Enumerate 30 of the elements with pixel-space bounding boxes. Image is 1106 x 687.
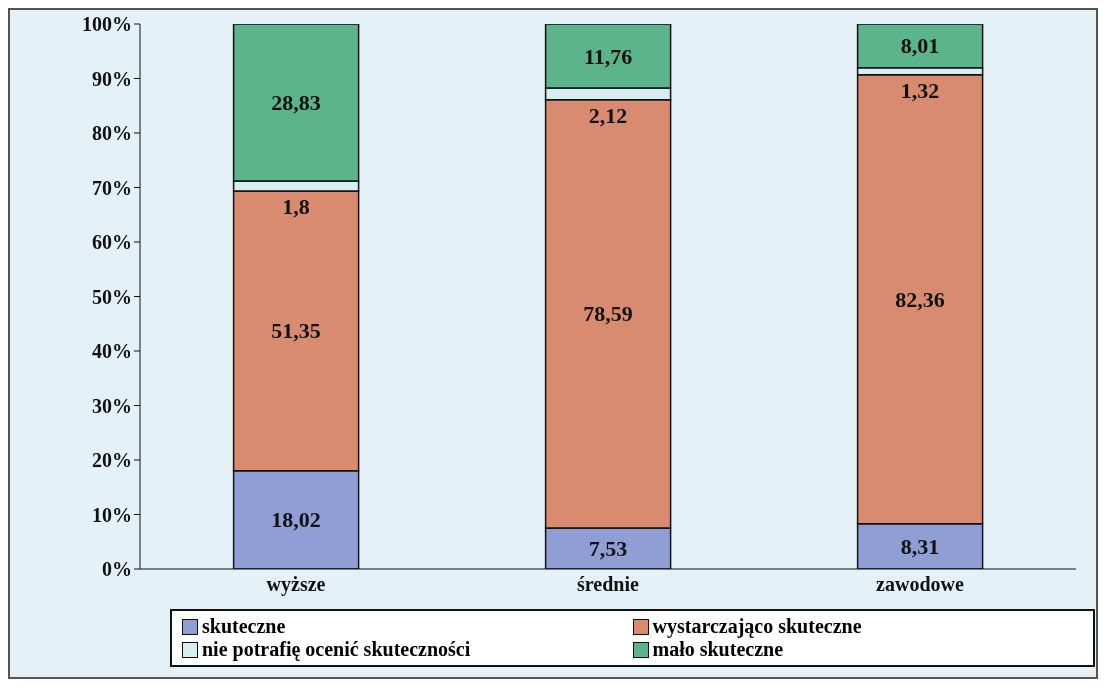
- y-tick-label: 50%: [92, 285, 132, 308]
- y-tick-label: 30%: [92, 394, 132, 417]
- y-tick-label: 60%: [92, 231, 132, 254]
- data-label: 1,8: [282, 194, 310, 220]
- y-tick-label: 40%: [92, 340, 132, 363]
- y-tick-label: 10%: [92, 503, 132, 526]
- legend-label: mało skuteczne: [652, 638, 784, 661]
- data-label: 11,76: [583, 43, 633, 69]
- data-label: 78,59: [583, 301, 633, 327]
- y-tick-label: 80%: [92, 122, 132, 145]
- legend-label: wystarczająco skuteczne: [652, 615, 862, 638]
- x-tick-label: średnie: [577, 573, 640, 596]
- y-tick-label: 0%: [102, 558, 132, 581]
- y-tick-label: 70%: [92, 176, 132, 199]
- data-label: 8,01: [900, 33, 940, 59]
- data-label: 2,12: [588, 103, 628, 129]
- x-tick-label: zawodowe: [876, 573, 964, 596]
- x-tick-label: wyższe: [266, 573, 326, 597]
- data-label: 7,53: [588, 535, 628, 561]
- y-tick-label: 20%: [92, 449, 132, 472]
- data-label: 28,83: [271, 90, 321, 116]
- y-tick-label: 100%: [82, 13, 132, 36]
- data-label: 8,31: [900, 533, 940, 559]
- data-label: 18,02: [271, 507, 321, 533]
- data-label: 82,36: [895, 286, 945, 312]
- y-tick-label: 90%: [92, 67, 132, 90]
- data-label: 51,35: [271, 318, 321, 344]
- legend-label: nie potrafię ocenić skuteczności: [202, 638, 471, 661]
- legend-label: skuteczne: [202, 615, 286, 638]
- data-label: 1,32: [900, 78, 940, 104]
